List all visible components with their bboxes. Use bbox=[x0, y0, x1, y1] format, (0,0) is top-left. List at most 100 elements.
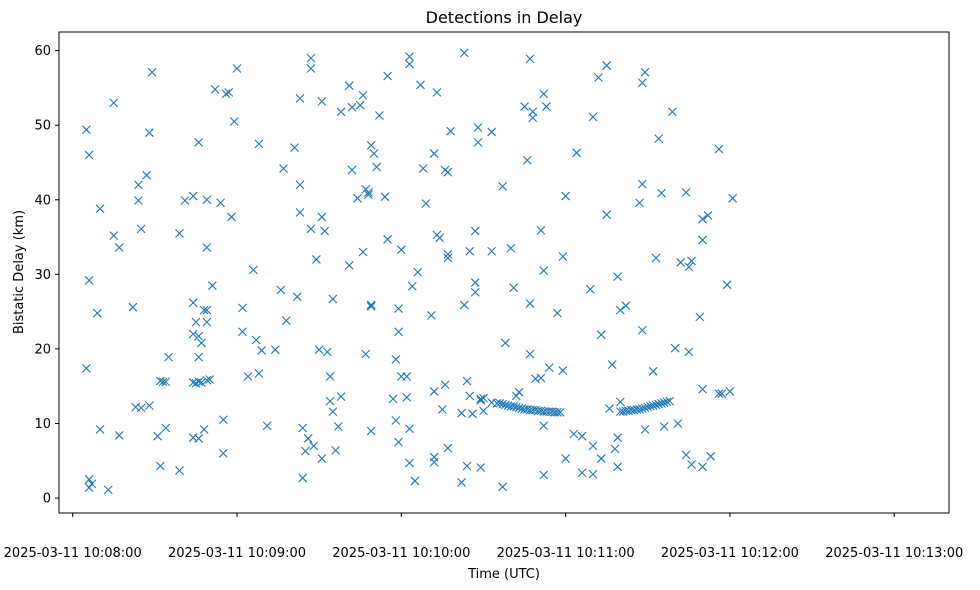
data-point bbox=[109, 231, 119, 240]
data-point bbox=[232, 64, 242, 73]
data-point bbox=[292, 292, 302, 302]
data-point bbox=[495, 398, 505, 408]
data-point bbox=[257, 346, 267, 355]
x-axis-ticks: 2025-03-11 10:08:00 2025-03-11 10:09:00 20… bbox=[4, 513, 963, 561]
data-point bbox=[347, 165, 357, 175]
data-point bbox=[227, 212, 236, 222]
data-point bbox=[602, 210, 612, 220]
data-point bbox=[457, 478, 466, 487]
data-point bbox=[407, 281, 417, 291]
data-point bbox=[558, 252, 568, 261]
data-point bbox=[405, 424, 414, 434]
data-point bbox=[659, 422, 669, 431]
data-point bbox=[509, 401, 518, 411]
data-point bbox=[194, 434, 204, 443]
data-point bbox=[161, 377, 171, 387]
data-point bbox=[84, 150, 94, 160]
data-point bbox=[114, 243, 124, 252]
data-point bbox=[657, 398, 666, 408]
data-point bbox=[646, 401, 655, 411]
data-point bbox=[536, 225, 546, 235]
plot-area-frame bbox=[58, 31, 950, 514]
data-point bbox=[432, 88, 442, 97]
data-point bbox=[714, 389, 724, 399]
data-point bbox=[344, 261, 354, 270]
data-point bbox=[358, 247, 368, 257]
data-point bbox=[605, 404, 614, 413]
data-point bbox=[243, 372, 253, 381]
data-point bbox=[325, 396, 335, 406]
y-tick-label: 20 bbox=[34, 342, 51, 357]
data-point bbox=[643, 402, 653, 412]
data-point bbox=[539, 89, 549, 99]
data-point bbox=[637, 404, 647, 413]
data-point bbox=[366, 140, 376, 150]
data-point bbox=[144, 401, 154, 411]
data-point bbox=[158, 377, 168, 387]
data-point bbox=[698, 214, 707, 224]
data-point bbox=[364, 187, 373, 197]
data-point bbox=[153, 431, 162, 441]
y-axis-label: Bistatic Delay (km) bbox=[12, 210, 27, 334]
data-point bbox=[558, 366, 568, 375]
data-point bbox=[394, 304, 403, 314]
y-tick-label: 60 bbox=[34, 44, 51, 59]
data-point bbox=[722, 280, 732, 290]
data-point bbox=[402, 372, 412, 381]
data-point bbox=[238, 303, 247, 313]
data-point bbox=[254, 139, 264, 149]
y-axis-ticks: 0 10 20 30 40 50 60 bbox=[34, 44, 59, 507]
data-point bbox=[443, 253, 453, 263]
data-point bbox=[194, 352, 204, 362]
data-point bbox=[188, 191, 198, 201]
data-point bbox=[462, 461, 472, 471]
data-point bbox=[487, 127, 497, 137]
x-tick-label: 2025-03-11 10:08:00 bbox=[4, 546, 142, 561]
data-point bbox=[687, 256, 696, 266]
data-point bbox=[270, 345, 280, 355]
x-tick-label: 2025-03-11 10:11:00 bbox=[497, 546, 635, 561]
x-tick-label: 2025-03-11 10:09:00 bbox=[168, 546, 306, 561]
data-point bbox=[539, 421, 549, 431]
data-point bbox=[476, 394, 486, 404]
data-point bbox=[375, 111, 384, 120]
data-point bbox=[670, 343, 680, 353]
data-point bbox=[462, 376, 472, 386]
data-point bbox=[542, 102, 551, 111]
data-point bbox=[418, 164, 428, 173]
data-point bbox=[353, 193, 362, 203]
data-point bbox=[191, 317, 201, 327]
data-point bbox=[202, 243, 212, 252]
data-point bbox=[429, 387, 439, 396]
data-point bbox=[698, 462, 707, 472]
data-point bbox=[355, 100, 365, 110]
data-point bbox=[651, 253, 661, 263]
data-point bbox=[238, 327, 247, 337]
data-point bbox=[317, 454, 327, 463]
data-point bbox=[635, 198, 644, 208]
data-point bbox=[511, 402, 521, 412]
data-point bbox=[205, 375, 215, 384]
data-point bbox=[506, 243, 516, 253]
data-point bbox=[128, 302, 138, 312]
data-point bbox=[588, 469, 598, 479]
data-point bbox=[421, 199, 431, 208]
data-point bbox=[459, 300, 469, 310]
data-point bbox=[470, 226, 480, 236]
data-point bbox=[81, 125, 91, 135]
data-point bbox=[657, 188, 666, 198]
data-point bbox=[446, 126, 455, 136]
data-point bbox=[607, 360, 617, 369]
data-point bbox=[197, 338, 206, 348]
data-point bbox=[654, 399, 664, 409]
data-point bbox=[457, 408, 466, 418]
data-point bbox=[81, 363, 91, 373]
data-point bbox=[312, 255, 321, 264]
data-point bbox=[394, 437, 403, 447]
data-point bbox=[358, 90, 368, 100]
data-point bbox=[383, 71, 393, 81]
data-point bbox=[577, 431, 587, 441]
data-point bbox=[648, 401, 658, 411]
data-point bbox=[437, 404, 447, 414]
